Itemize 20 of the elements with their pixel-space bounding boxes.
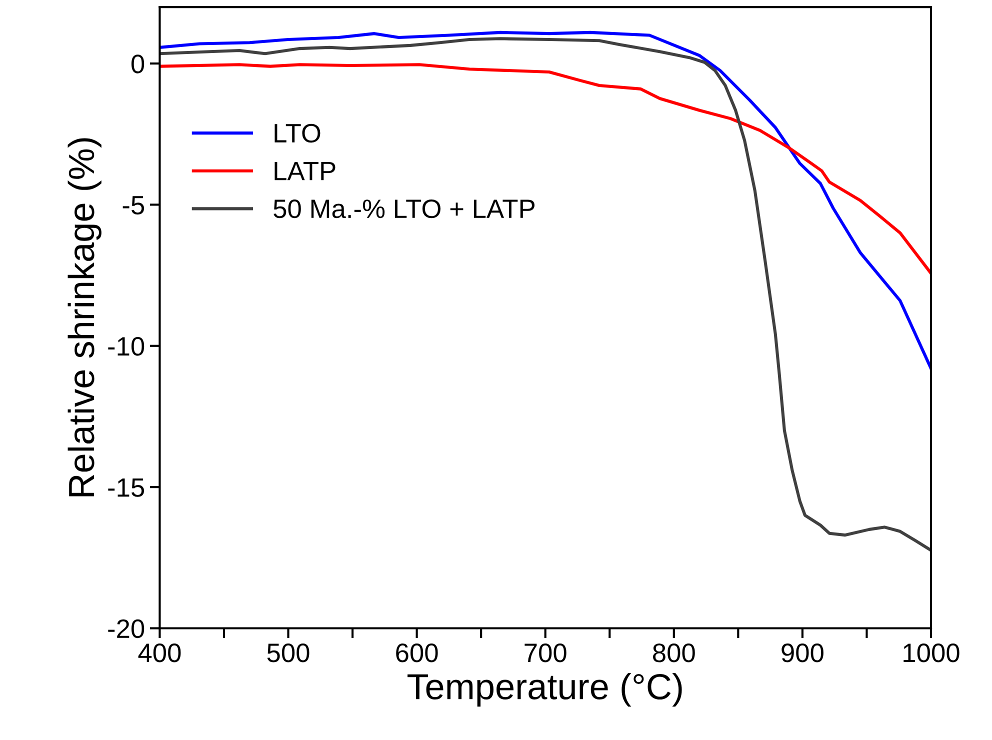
legend-label: LATP	[274, 162, 336, 180]
x-tick-label: 700	[524, 644, 566, 662]
x-tick-label: 900	[782, 644, 824, 662]
x-tick-label: 500	[267, 644, 310, 662]
y-tick-label: 0	[131, 54, 144, 74]
x-tick-label: 800	[653, 644, 695, 662]
y-tick-label: -10	[108, 337, 144, 356]
y-tick-label: -15	[108, 478, 144, 497]
line-series	[160, 30, 931, 370]
y-tick-label: -5	[122, 196, 144, 215]
line-series	[160, 63, 931, 275]
x-tick-label: 600	[396, 644, 438, 662]
x-axis-title: Temperature (°C)	[408, 673, 682, 707]
x-tick-label: 400	[138, 644, 181, 662]
y-tick-label: -20	[108, 619, 144, 638]
legend-label: 50 Ma.-% LTO + LATP	[274, 199, 534, 218]
legend-label: LTO	[274, 124, 320, 143]
y-axis-title: Relative shrinkage (%)	[68, 138, 102, 496]
x-tick-label: 1000	[904, 644, 960, 662]
line-series	[160, 37, 931, 552]
